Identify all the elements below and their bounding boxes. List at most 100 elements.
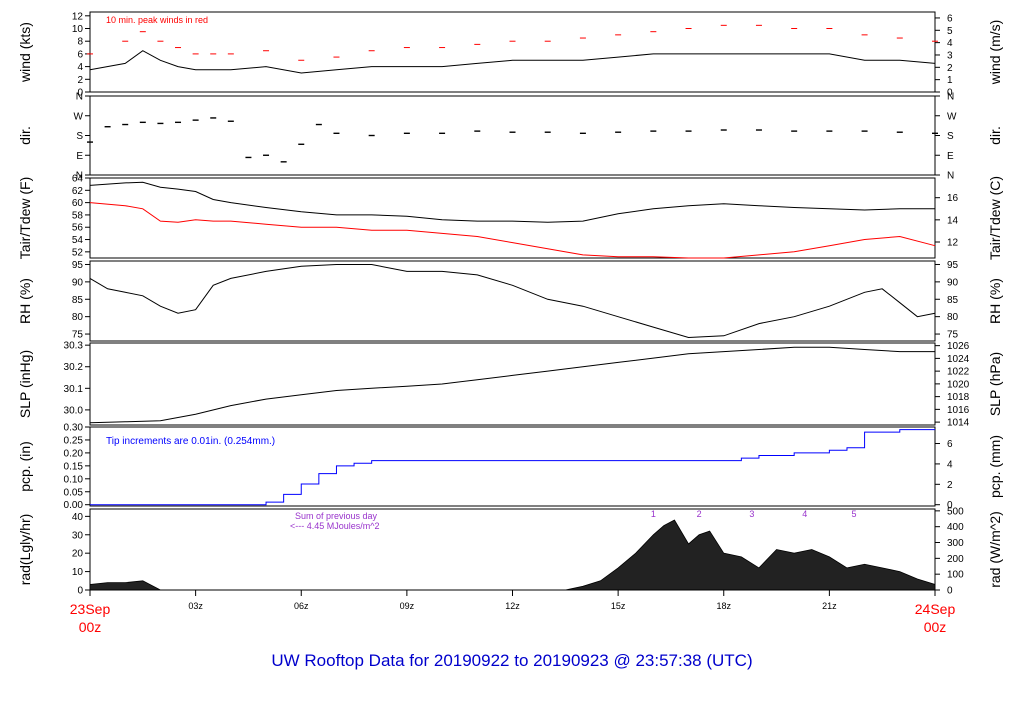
ytick-right-label-dir: N	[947, 92, 954, 103]
ylabel-left-rad: rad(Lgly/hr)	[17, 514, 33, 586]
ytick-left-label-dir: S	[76, 131, 83, 142]
ytick-right-label-wind: 4	[947, 38, 953, 49]
ytick-right-label-slp: 1018	[947, 392, 970, 403]
series-line-rh	[89, 264, 936, 339]
series-line-slp	[89, 346, 935, 424]
time-tick-label: 03z	[188, 601, 203, 611]
ytick-right-label-rh: 80	[947, 312, 959, 323]
ytick-left-label-pcp: 0.25	[64, 435, 84, 446]
ytick-right-label-pcp: 0	[947, 500, 953, 511]
ytick-left-label-temp: 56	[72, 223, 84, 234]
ytick-left-label-rh: 85	[72, 295, 84, 306]
ylabel-right-rad: rad (W/m^2)	[987, 511, 1003, 588]
panel-frame-wind	[89, 11, 936, 93]
ytick-left-label-pcp: 0.00	[64, 500, 84, 511]
pcp-annotation: Tip increments are 0.01in. (0.254mm.)	[106, 436, 275, 447]
ytick-right-label-rad: 200	[947, 554, 964, 565]
time-axis: 03z 06z 09z 12z 15z 18z 21z 23Sep 00z 24Sep 00…	[70, 589, 955, 635]
time-tick-label: 06z	[294, 601, 309, 611]
ytick-left-label-dir: E	[76, 151, 83, 162]
rad-marker-2: 2	[697, 509, 702, 519]
ytick-right-label-slp: 1016	[947, 405, 970, 416]
end-time-label: 00z	[924, 619, 947, 635]
ytick-left-label-wind: 12	[72, 11, 84, 22]
ytick-right-label-pcp: 6	[947, 439, 953, 450]
ytick-right-label-slp: 1024	[947, 354, 970, 365]
ytick-right-label-rad: 400	[947, 522, 964, 533]
ytick-left-label-slp: 30.0	[64, 405, 84, 416]
ytick-right-label-wind: 5	[947, 26, 953, 37]
time-tick-label: 18z	[716, 601, 731, 611]
ylabel-right-temp: Tair/Tdew (C)	[987, 176, 1003, 260]
time-tick-label: 12z	[505, 601, 520, 611]
ytick-left-label-temp: 54	[72, 235, 84, 246]
ytick-left-label-slp: 30.2	[64, 362, 84, 373]
ytick-left-label-rad: 30	[72, 530, 84, 541]
ytick-left-label-rad: 10	[72, 567, 84, 578]
ytick-right-label-wind: 3	[947, 50, 953, 61]
ytick-right-label-pcp: 2	[947, 480, 953, 491]
figure-title: UW Rooftop Data for 20190922 to 20190923…	[271, 651, 752, 670]
ytick-left-label-dir: W	[74, 111, 84, 122]
ytick-right-label-dir: W	[947, 111, 957, 122]
ytick-left-label-rad: 0	[77, 586, 83, 597]
ytick-left-label-dir: N	[76, 92, 83, 103]
time-tick-label: 09z	[400, 601, 415, 611]
ylabel-left-slp: SLP (inHg)	[17, 350, 33, 418]
time-tick-label: 21z	[822, 601, 837, 611]
ytick-right-label-rh: 85	[947, 295, 959, 306]
rad-marker-5: 5	[852, 509, 857, 519]
series-line-pcp	[90, 429, 935, 506]
ytick-left-label-pcp: 0.05	[64, 487, 84, 498]
ytick-right-label-dir: E	[947, 151, 954, 162]
ytick-right-label-wind: 6	[947, 13, 953, 24]
ytick-left-label-temp: 58	[72, 210, 84, 221]
ytick-left-label-pcp: 0.20	[64, 448, 84, 459]
panel-frame-rh	[89, 260, 936, 342]
start-time-label: 00z	[79, 619, 102, 635]
rad-annotation-line1: Sum of previous day	[295, 511, 378, 521]
ytick-right-label-pcp: 4	[947, 459, 953, 470]
ytick-left-label-wind: 2	[77, 75, 83, 86]
ytick-right-label-temp: 12	[947, 238, 959, 249]
ytick-right-label-wind: 0	[947, 88, 953, 99]
ytick-left-label-temp: 64	[72, 174, 84, 185]
rad-marker-4: 4	[802, 509, 807, 519]
ytick-left-label-slp: 30.1	[64, 384, 84, 395]
ytick-left-label-wind: 10	[72, 24, 84, 35]
ytick-left-label-pcp: 0.15	[64, 461, 84, 472]
ytick-left-label-rad: 20	[72, 549, 84, 560]
rad-annotation-line2: <--- 4.45 MJoules/m^2	[290, 521, 380, 531]
ytick-right-label-temp: 16	[947, 193, 959, 204]
ytick-right-label-rad: 0	[947, 586, 953, 597]
panel-frame-temp	[89, 177, 936, 259]
ytick-right-label-rh: 75	[947, 330, 959, 341]
ytick-right-label-wind: 1	[947, 75, 953, 86]
ytick-left-label-dir: N	[76, 171, 83, 182]
series-line-temp-tair	[89, 181, 935, 223]
ytick-right-label-slp: 1026	[947, 341, 970, 352]
panel-frame-dir	[89, 95, 936, 176]
ytick-left-label-wind: 0	[77, 88, 83, 99]
ylabel-right-wind: wind (m/s)	[987, 20, 1003, 86]
series-line-temp-tdew	[89, 202, 936, 259]
ytick-right-label-rad: 300	[947, 538, 964, 549]
ytick-left-label-rh: 80	[72, 312, 84, 323]
ytick-right-label-dir: N	[947, 171, 954, 182]
ylabel-left-pcp: pcp. (in)	[17, 441, 33, 492]
radiation-area	[89, 519, 936, 591]
ylabel-left-temp: Tair/Tdew (F)	[17, 177, 33, 259]
ytick-left-label-temp: 62	[72, 186, 84, 197]
start-date-label: 23Sep	[70, 601, 111, 617]
panel-frame-pcp	[89, 426, 936, 507]
ytick-left-label-rh: 90	[72, 277, 84, 288]
ytick-right-label-slp: 1014	[947, 418, 970, 429]
ylabel-left-wind: wind (kts)	[17, 22, 33, 83]
wind-annotation: 10 min. peak winds in red	[106, 15, 208, 25]
ytick-right-label-rh: 90	[947, 277, 959, 288]
ytick-right-label-temp: 14	[947, 215, 959, 226]
